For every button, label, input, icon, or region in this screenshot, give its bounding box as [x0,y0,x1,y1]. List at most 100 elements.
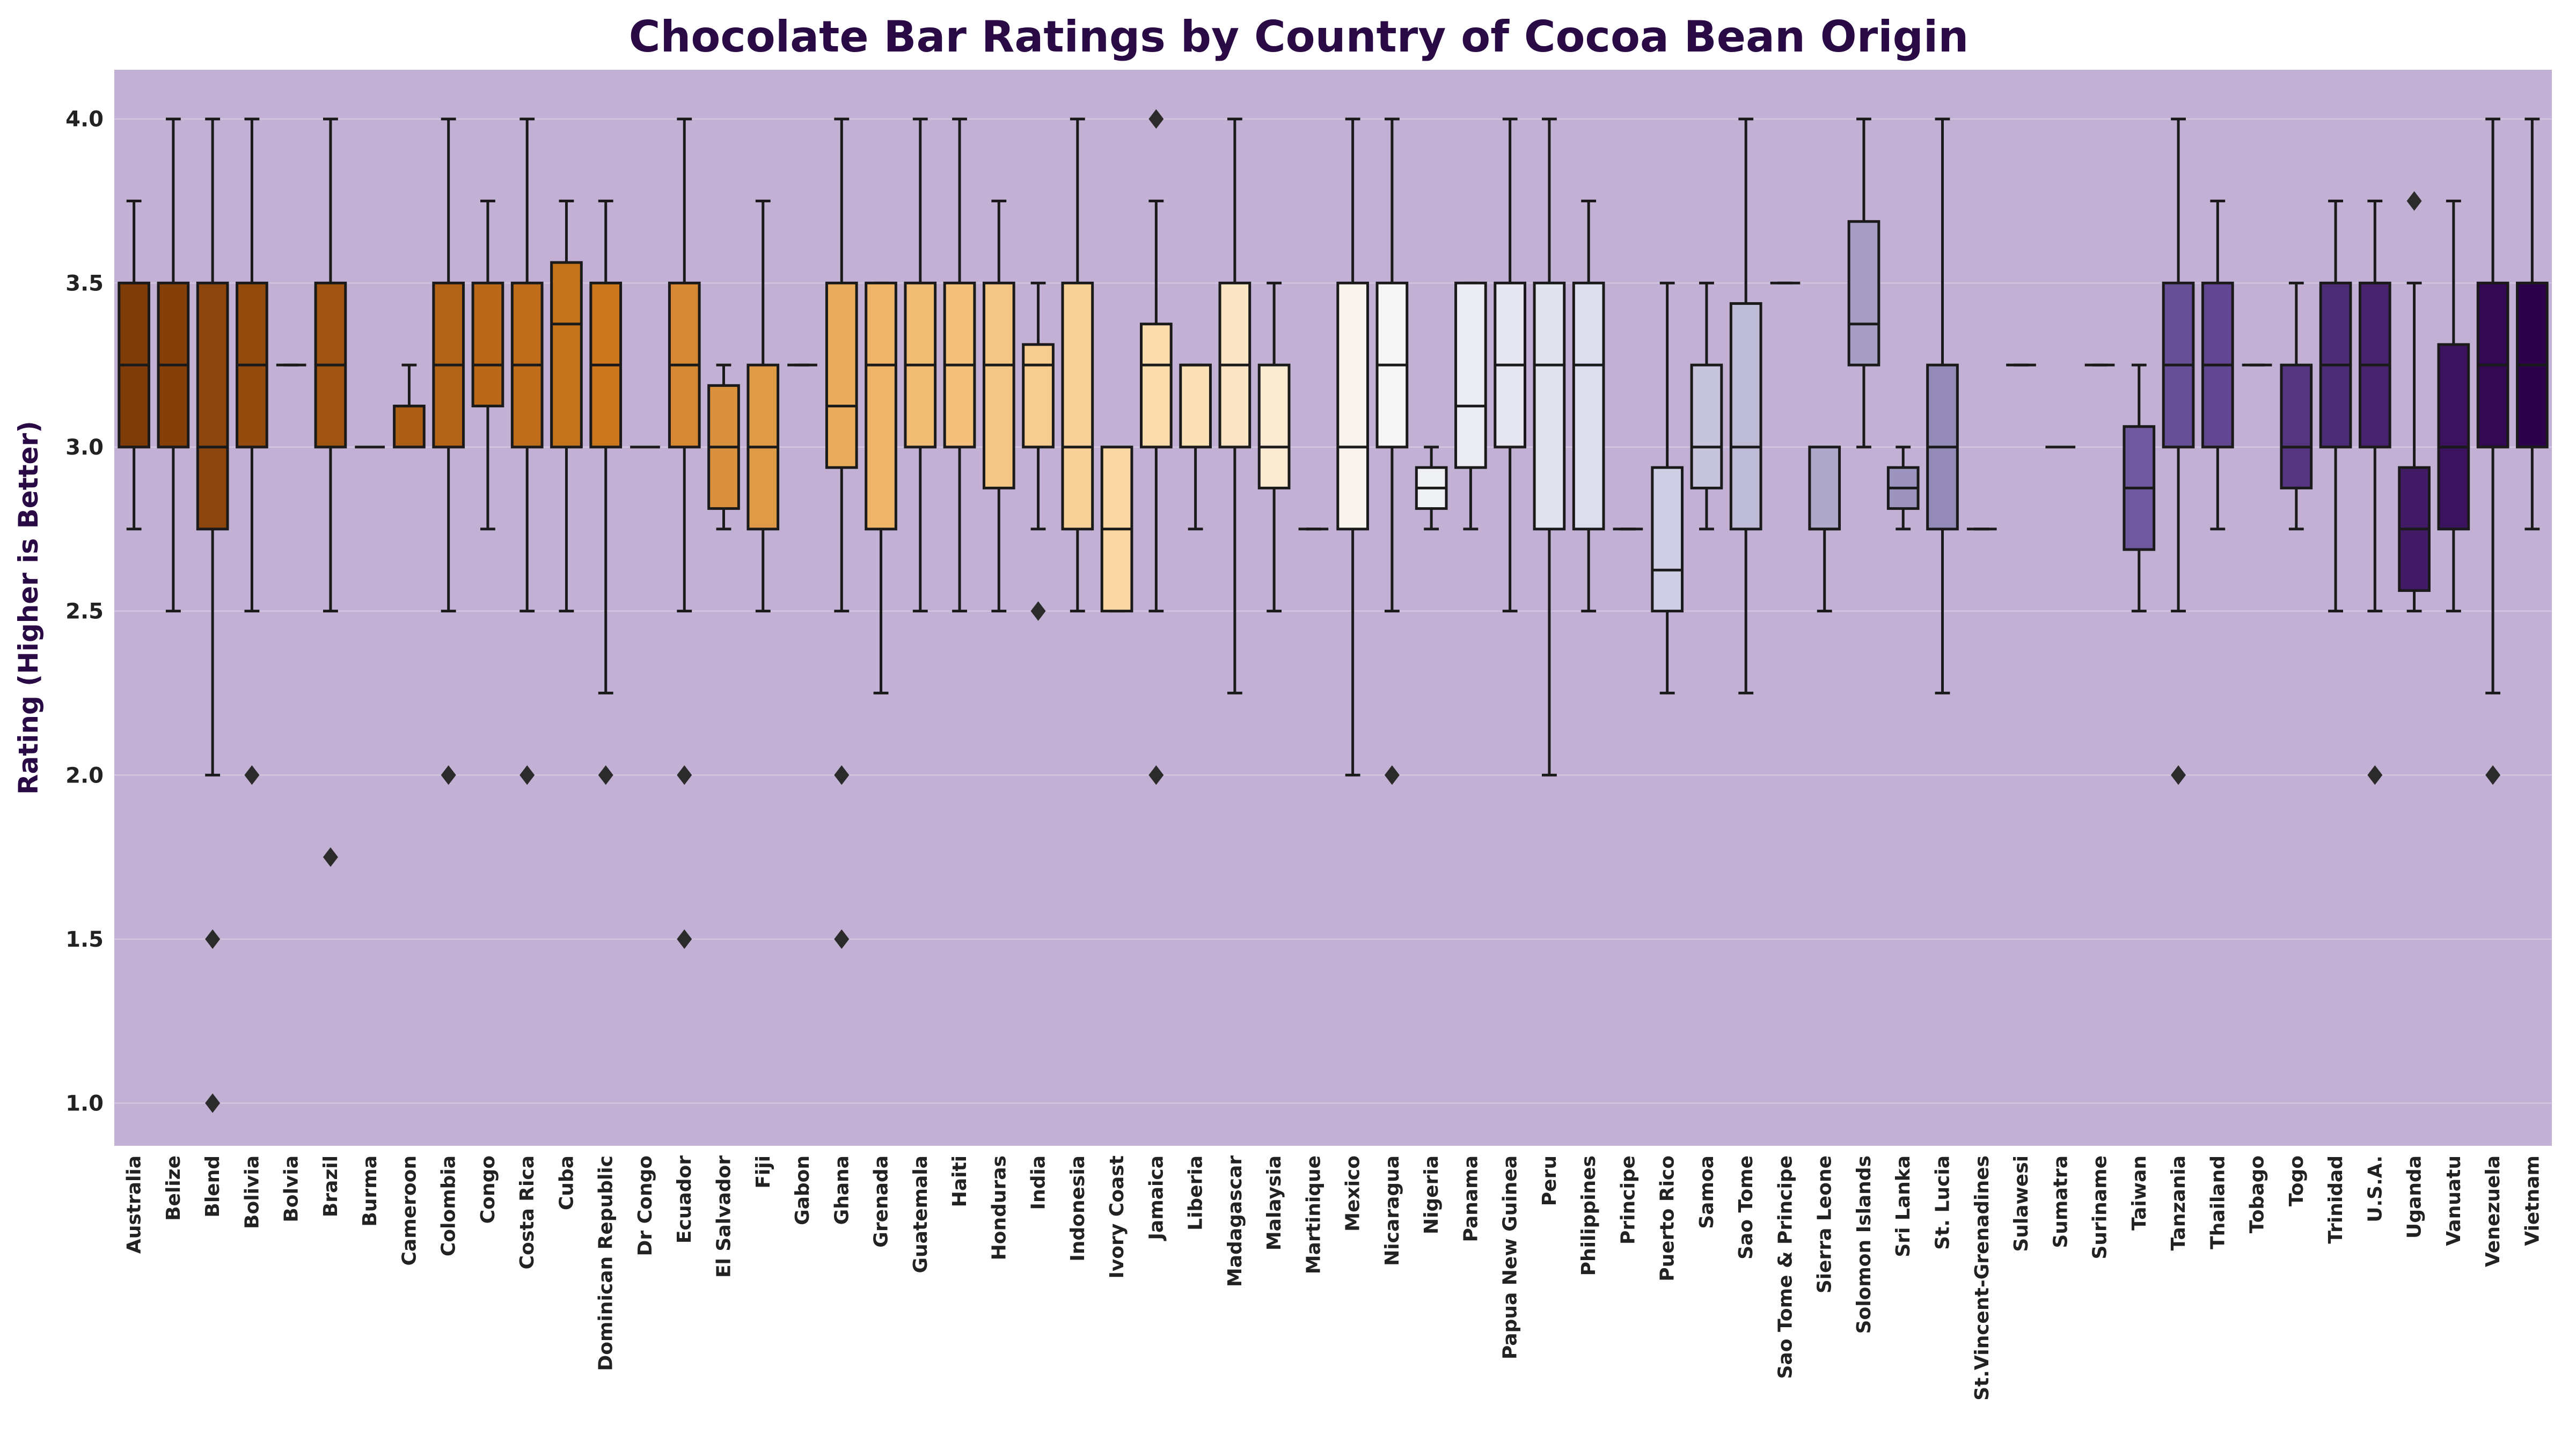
outlier-point [1148,109,1164,129]
x-tick-label: Madagascar [1224,1155,1246,1287]
box-ecuador [668,118,701,949]
x-tick-label: Principe [1617,1155,1639,1245]
x-tick-label: Bolvia [281,1155,303,1223]
y-tick-label: 1.5 [65,927,104,952]
y-axis-ticks: 1.0 1.5 2.0 2.5 3.0 3.5 4.0 [65,107,104,1116]
outlier-point [519,765,535,785]
x-tick-label: Vanuatu [2443,1155,2465,1246]
iqr-box [471,281,504,408]
x-tick-label: Puerto Rico [1657,1155,1679,1282]
x-tick-label: Congo [477,1155,499,1224]
x-tick-label: Venezuela [2482,1155,2504,1267]
outlier-point [834,765,850,785]
x-tick-label: Dominican Republic [595,1155,617,1371]
box-grenada [865,281,897,694]
x-tick-label: Burma [359,1155,381,1227]
x-tick-label: Papua New Guinea [1499,1155,1521,1359]
box-solomon-islands [1847,118,1880,449]
x-tick-label: Taiwan [2128,1155,2150,1231]
box-philippines [1572,200,1605,613]
box-el-salvador [707,363,740,531]
box-jamaica [1140,109,1173,785]
iqr-box [1533,281,1566,531]
x-tick-label: Ivory Coast [1106,1155,1128,1278]
outlier-point [1030,601,1046,621]
outlier-point [2171,765,2186,785]
x-tick-label: Nigeria [1421,1155,1443,1234]
box-togo [2280,281,2313,531]
iqr-box [2437,343,2470,531]
x-tick-label: Malaysia [1263,1155,1285,1250]
outlier-point [598,765,613,785]
iqr-box [1808,445,1841,531]
x-tick-label: India [1028,1155,1050,1210]
x-tick-label: Gabon [792,1155,814,1225]
y-tick-label: 3.5 [65,271,104,296]
outlier-point [677,765,692,785]
x-tick-label: Vietnam [2521,1155,2543,1246]
iqr-box [1336,281,1369,531]
box-sao-tome [1729,118,1762,694]
x-tick-label: Cuba [555,1155,577,1210]
iqr-box [1454,281,1487,469]
x-tick-label: Mexico [1342,1155,1364,1232]
x-tick-label: Sierra Leone [1814,1155,1836,1293]
x-tick-label: Solomon Islands [1853,1155,1875,1334]
y-tick-label: 2.5 [65,599,104,624]
box-nicaragua [1375,118,1409,785]
iqr-box [825,281,858,469]
box-trinidad [2319,200,2352,613]
box-taiwan [2123,363,2156,613]
box-series [118,109,2549,1113]
box-venezuela [2476,118,2509,785]
iqr-box [393,405,426,449]
iqr-box [1257,363,1291,489]
box-panama [1454,281,1487,531]
x-tick-label: Sumatra [2050,1155,2072,1248]
x-tick-label: Belize [163,1155,185,1221]
x-tick-label: U.S.A. [2364,1155,2386,1223]
iqr-box [1847,220,1880,367]
iqr-box [550,261,583,449]
box-vietnam [2516,118,2549,531]
outlier-point [1148,765,1164,785]
box-colombia [432,118,465,785]
x-tick-label: Samoa [1696,1155,1718,1229]
box-indonesia [1061,118,1094,613]
x-tick-label: Tanzania [2168,1155,2190,1250]
x-axis-ticks: Australia Belize Blend Bolivia Bolvia Brazil B… [123,1155,2544,1401]
outlier-point [2485,765,2501,785]
x-tick-label: Ghana [831,1155,853,1225]
iqr-box [1651,466,1684,613]
box-fiji [747,200,780,613]
box-india [1022,281,1055,621]
box-ghana [825,118,858,949]
box-dominican-republic [589,200,623,785]
box-vanuatu [2437,200,2470,613]
box-uganda [2398,191,2431,613]
box-liberia [1179,363,1212,531]
iqr-box [982,281,1015,489]
box-cameroon [393,363,426,449]
box-australia [118,200,150,531]
iqr-box [1179,363,1212,449]
box-malaysia [1257,281,1291,613]
y-tick-label: 3.0 [65,435,104,460]
x-tick-label: Sulawesi [2010,1155,2032,1252]
x-tick-label: Costa Rica [516,1155,538,1269]
box-bolivia [236,118,268,785]
outlier-point [2367,765,2383,785]
y-tick-label: 2.0 [65,763,104,788]
box-samoa [1690,281,1723,531]
x-tick-label: Guatemala [910,1155,932,1274]
box-ivory-coast [1100,445,1133,613]
x-tick-label: El Salvador [713,1155,735,1278]
box-peru [1533,118,1566,777]
x-tick-label: Blend [202,1155,224,1218]
x-tick-label: Cameroon [398,1155,420,1266]
x-tick-label: Ecuador [674,1155,696,1243]
iqr-box [196,281,229,531]
iqr-box [1690,363,1723,489]
x-tick-label: Togo [2286,1155,2308,1206]
